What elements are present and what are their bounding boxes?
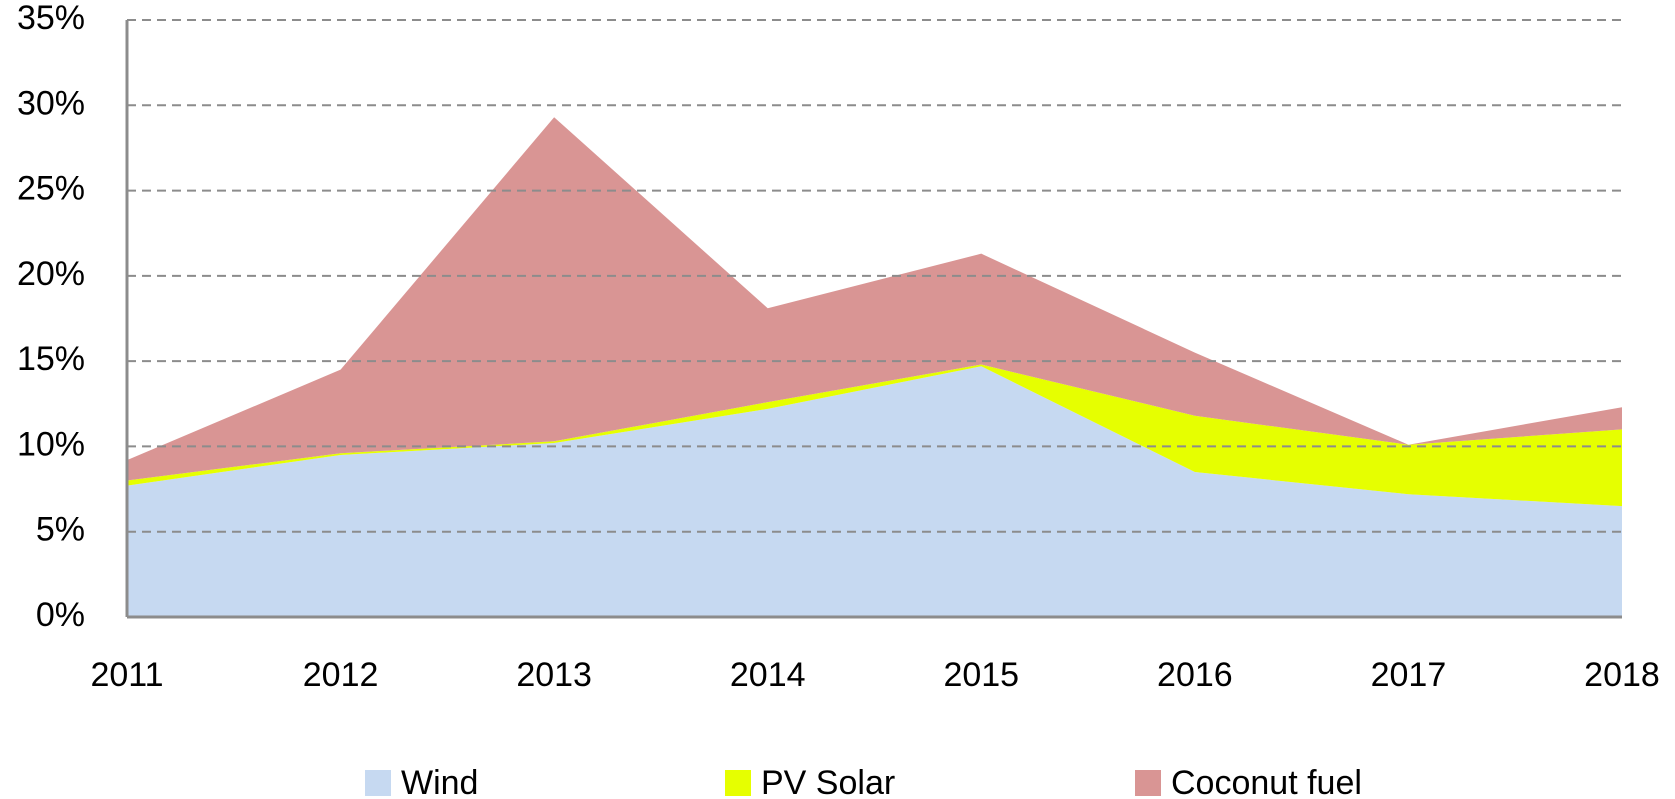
x-tick-label: 2018 <box>1584 656 1660 694</box>
legend-swatch <box>725 770 751 796</box>
legend-swatch <box>1135 770 1161 796</box>
legend-label: Coconut fuel <box>1171 764 1362 799</box>
y-tick-label: 5% <box>36 511 85 549</box>
x-tick-label: 2017 <box>1371 656 1447 694</box>
area <box>127 366 1622 617</box>
y-tick-label: 25% <box>17 170 85 208</box>
x-tick-label: 2012 <box>303 656 379 694</box>
x-tick-label: 2011 <box>90 656 163 694</box>
y-tick-label: 15% <box>17 340 85 378</box>
x-tick-label: 2014 <box>730 656 806 694</box>
x-tick-label: 2016 <box>1157 656 1233 694</box>
legend-label: Wind <box>401 764 478 799</box>
x-tick-label: 2013 <box>516 656 592 694</box>
y-tick-label: 0% <box>36 596 85 634</box>
y-tick-label: 20% <box>17 255 85 293</box>
area <box>127 364 1622 507</box>
legend-swatch <box>365 770 391 796</box>
y-tick-label: 10% <box>17 425 85 463</box>
x-tick-label: 2015 <box>943 656 1019 694</box>
y-tick-label: 35% <box>17 0 85 37</box>
y-tick-label: 30% <box>17 84 85 122</box>
area <box>127 117 1622 481</box>
legend-label: PV Solar <box>761 764 895 799</box>
areas <box>127 117 1622 617</box>
